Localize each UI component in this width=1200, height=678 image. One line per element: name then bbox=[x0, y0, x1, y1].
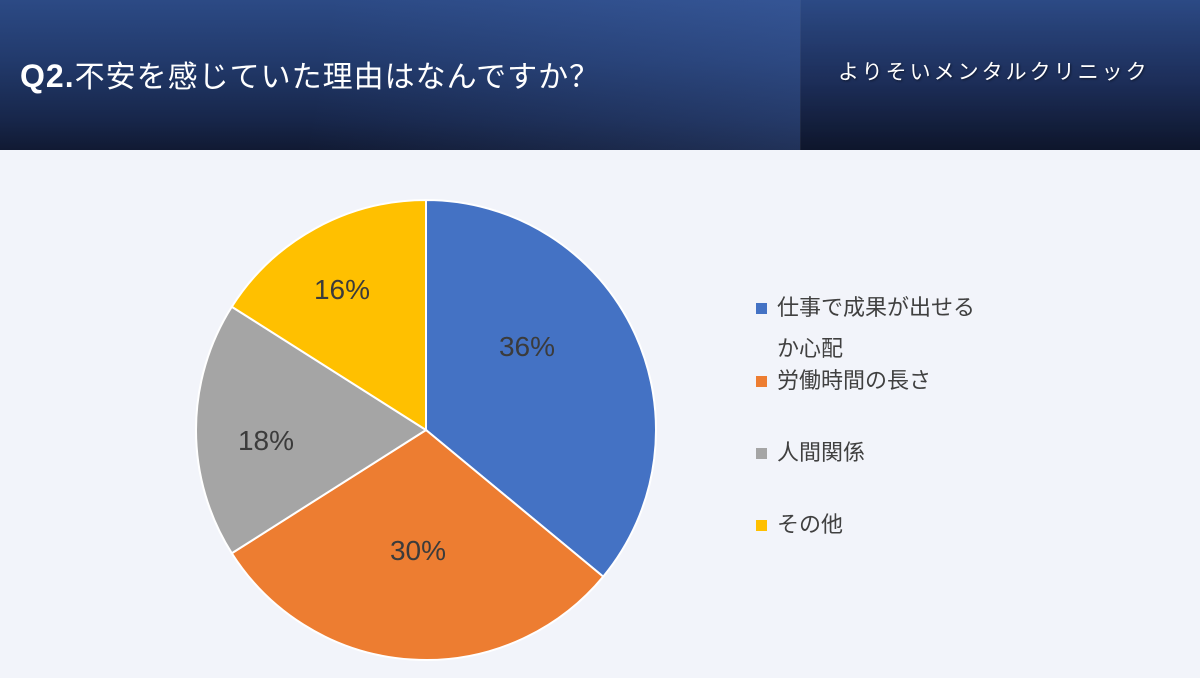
clinic-name: よりそいメンタルクリニック bbox=[838, 60, 1150, 84]
legend-swatch-orange bbox=[756, 376, 767, 387]
pie-slice bbox=[425, 198, 657, 579]
pie-slices bbox=[195, 198, 657, 661]
slide-header: Q2.不安を感じていた理由はなんですか？ よりそいメンタルクリニック bbox=[0, 0, 1200, 150]
slice-label-30: 30% bbox=[390, 535, 446, 566]
question-number: Q2. bbox=[20, 58, 75, 94]
legend-item-relationships: 人間関係 bbox=[756, 433, 977, 474]
legend-swatch-gray bbox=[756, 448, 767, 459]
legend-label: 仕事で成果が出せるか心配 bbox=[777, 296, 976, 362]
slice-label-18: 18% bbox=[238, 425, 294, 456]
legend-label: その他 bbox=[777, 513, 844, 538]
legend-item-work-hours: 労働時間の長さ bbox=[756, 361, 977, 402]
legend-label: 労働時間の長さ bbox=[777, 369, 932, 394]
legend-item-other: その他 bbox=[756, 505, 977, 546]
header-gradient-left bbox=[0, 0, 800, 150]
pie-slice bbox=[230, 428, 605, 661]
slice-label-36: 36% bbox=[499, 331, 555, 362]
legend-item-work-results: 仕事で成果が出せるか心配 bbox=[756, 288, 977, 370]
legend-swatch-blue bbox=[756, 303, 767, 314]
pie-slice bbox=[230, 198, 427, 432]
legend-label: 人間関係 bbox=[777, 441, 866, 466]
question-text: 不安を感じていた理由はなんですか？ bbox=[74, 60, 601, 95]
slice-label-16: 16% bbox=[314, 274, 370, 305]
legend-swatch-yellow bbox=[756, 520, 767, 531]
page-title: Q2.不安を感じていた理由はなんですか？ bbox=[20, 52, 600, 96]
header-gradient-right bbox=[800, 0, 1200, 150]
pie-slice bbox=[195, 305, 428, 555]
pie-chart-area: 36% 30% 18% 16% 仕事で成果が出せるか心配 労働時間の長さ 人間関… bbox=[0, 150, 1200, 674]
pie-chart: 36% 30% 18% 16% bbox=[195, 198, 657, 661]
